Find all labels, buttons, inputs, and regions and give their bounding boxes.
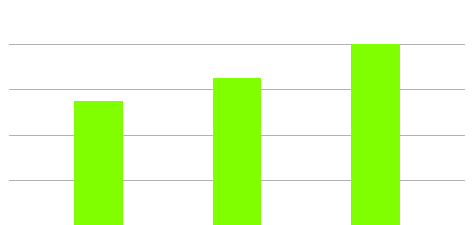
Bar	[213, 79, 261, 225]
Bar	[351, 45, 400, 225]
Bar	[74, 101, 123, 225]
